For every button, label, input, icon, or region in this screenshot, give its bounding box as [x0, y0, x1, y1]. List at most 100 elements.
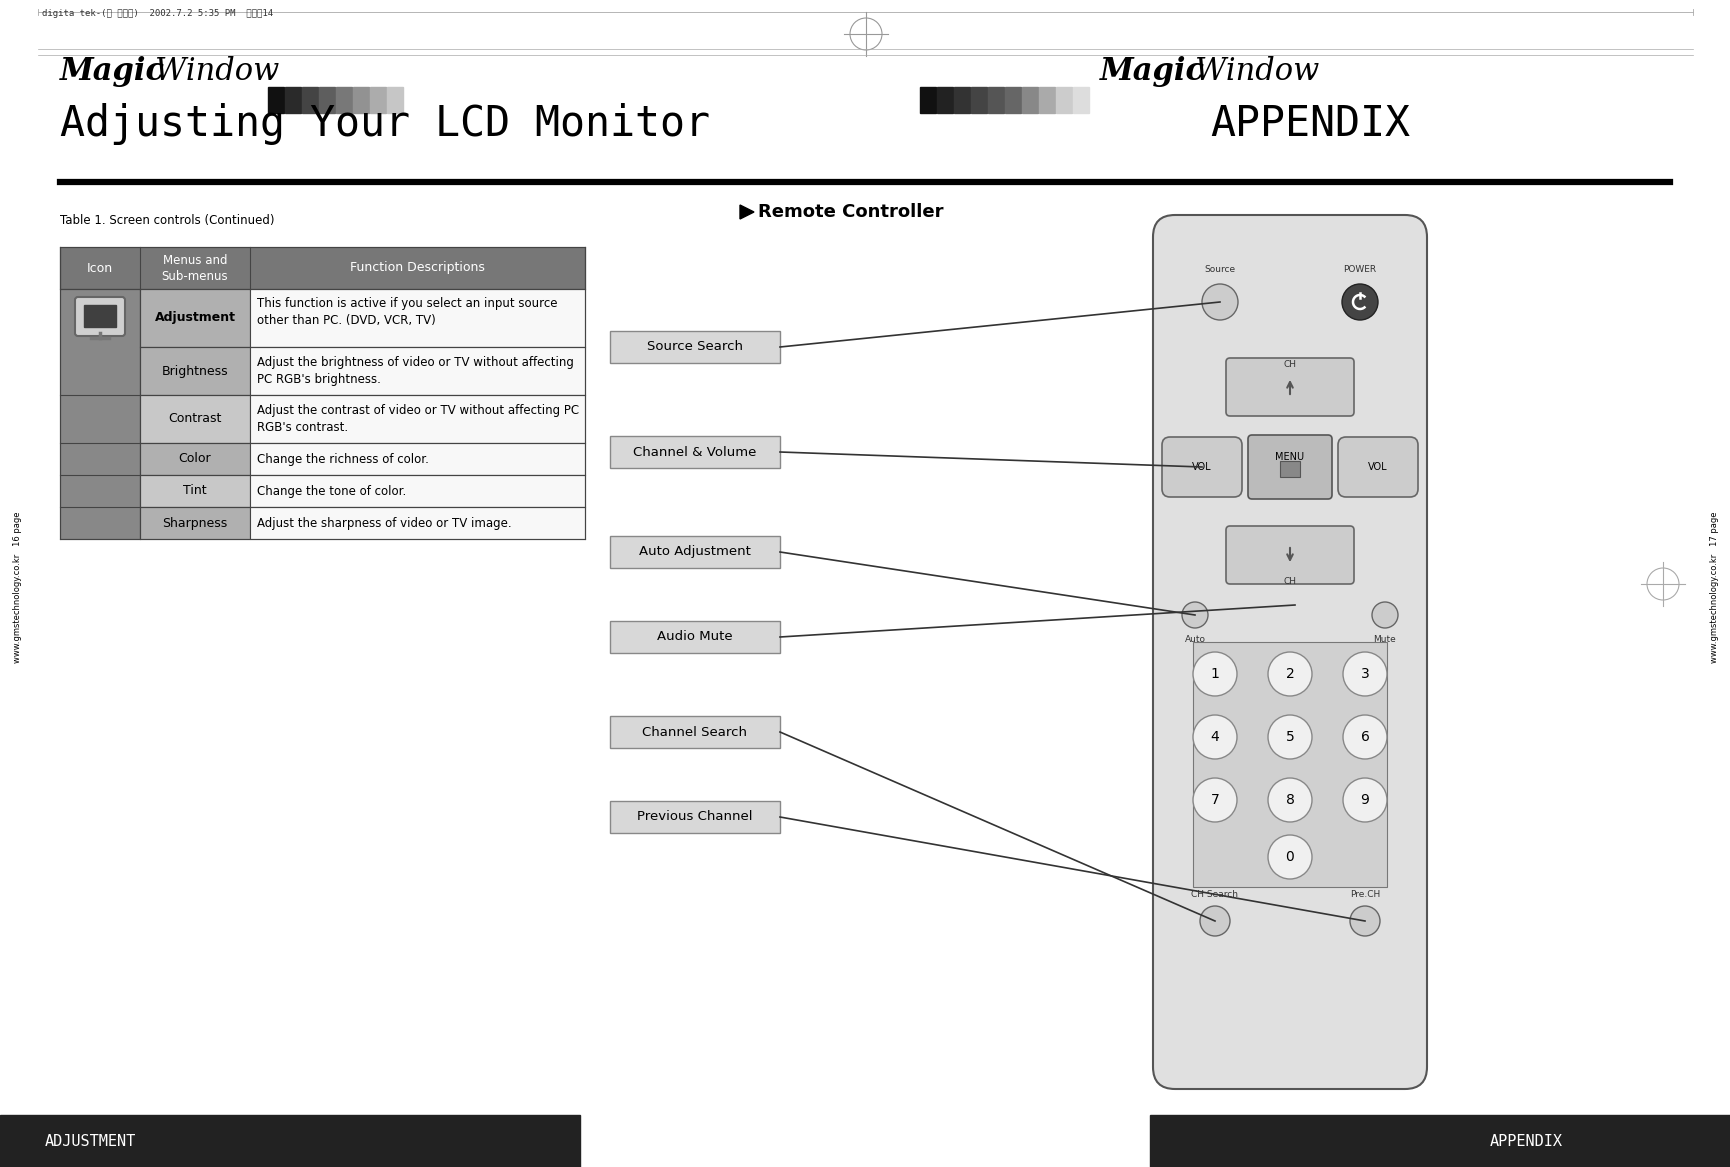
Text: 7: 7 [1209, 794, 1218, 808]
Text: CH: CH [1282, 576, 1296, 586]
Text: Adjust the brightness of video or TV without affecting
PC RGB's brightness.: Adjust the brightness of video or TV wit… [256, 356, 574, 386]
Circle shape [1192, 778, 1237, 822]
Bar [1038, 88, 1054, 113]
Text: Magic: Magic [1099, 56, 1204, 88]
Circle shape [1268, 652, 1311, 696]
Bar [936, 88, 953, 113]
Text: Adjust the contrast of video or TV without affecting PC
RGB's contrast.: Adjust the contrast of video or TV witho… [256, 404, 580, 434]
Bar [318, 88, 336, 113]
Text: Contrast: Contrast [168, 412, 221, 426]
Text: Icon: Icon [86, 261, 112, 274]
Polygon shape [739, 205, 754, 219]
Bar [609, 436, 780, 468]
Bar [988, 88, 1003, 113]
Bar [370, 88, 386, 113]
Circle shape [1342, 652, 1386, 696]
Text: Sharpness: Sharpness [163, 517, 227, 530]
FancyBboxPatch shape [1161, 436, 1242, 497]
Bar [249, 394, 585, 443]
Text: Auto: Auto [1183, 635, 1204, 644]
Text: 5: 5 [1285, 731, 1294, 745]
Text: Window: Window [1194, 56, 1318, 88]
Circle shape [1349, 906, 1379, 936]
Text: Adjusting Your LCD Monitor: Adjusting Your LCD Monitor [61, 103, 709, 145]
Bar [140, 289, 249, 347]
Text: Magic: Magic [61, 56, 164, 88]
Text: Change the tone of color.: Change the tone of color. [256, 484, 407, 497]
Bar [609, 331, 780, 363]
Text: 8: 8 [1285, 794, 1294, 808]
Text: Previous Channel: Previous Channel [637, 811, 753, 824]
Bar [609, 536, 780, 568]
Bar [1278, 461, 1299, 477]
Bar [61, 289, 140, 539]
Circle shape [1342, 778, 1386, 822]
Bar [971, 88, 986, 113]
Text: 0: 0 [1285, 850, 1294, 864]
Text: Remote Controller: Remote Controller [758, 203, 943, 221]
Circle shape [1268, 715, 1311, 759]
Text: 2: 2 [1285, 668, 1294, 682]
Bar [249, 347, 585, 394]
Circle shape [1341, 284, 1377, 320]
Circle shape [1372, 602, 1398, 628]
Text: digita tek-(영 문내지)  2002.7.2 5:35 PM  페이지14: digita tek-(영 문내지) 2002.7.2 5:35 PM 페이지1… [42, 9, 273, 18]
FancyBboxPatch shape [1225, 358, 1353, 415]
Circle shape [1268, 778, 1311, 822]
Text: Brightness: Brightness [161, 364, 228, 377]
Text: VOL: VOL [1367, 462, 1387, 471]
Text: MENU: MENU [1275, 452, 1304, 462]
Text: Mute: Mute [1374, 635, 1396, 644]
Text: 3: 3 [1360, 668, 1368, 682]
Bar [268, 88, 284, 113]
FancyBboxPatch shape [74, 296, 125, 336]
Bar [140, 347, 249, 394]
Bar [140, 443, 249, 475]
Bar [249, 475, 585, 506]
Bar [140, 475, 249, 506]
Circle shape [1201, 284, 1237, 320]
Text: Channel & Volume: Channel & Volume [633, 446, 756, 459]
Bar [919, 88, 936, 113]
Bar [953, 88, 969, 113]
Bar [353, 88, 368, 113]
Bar [1005, 88, 1021, 113]
Text: VOL: VOL [1192, 462, 1211, 471]
FancyBboxPatch shape [1337, 436, 1417, 497]
Text: APPENDIX: APPENDIX [1209, 103, 1410, 145]
Text: ADJUSTMENT: ADJUSTMENT [45, 1133, 137, 1148]
Text: Source: Source [1204, 265, 1235, 274]
Text: Color: Color [178, 453, 211, 466]
Text: Audio Mute: Audio Mute [657, 630, 732, 643]
Text: Menus and
Sub-menus: Menus and Sub-menus [161, 253, 228, 282]
Circle shape [1192, 715, 1237, 759]
Text: Channel Search: Channel Search [642, 726, 747, 739]
Bar [1149, 1114, 1730, 1167]
Text: Auto Adjustment: Auto Adjustment [638, 545, 751, 559]
Bar [388, 88, 403, 113]
Bar [336, 88, 351, 113]
Text: 9: 9 [1360, 794, 1368, 808]
FancyBboxPatch shape [1247, 435, 1330, 499]
Bar [0, 1114, 580, 1167]
Bar [85, 305, 116, 327]
Bar [61, 247, 585, 289]
Bar [249, 506, 585, 539]
Bar [301, 88, 318, 113]
Circle shape [1268, 836, 1311, 879]
Bar [140, 394, 249, 443]
Text: 4: 4 [1209, 731, 1218, 745]
Text: Source Search: Source Search [647, 341, 742, 354]
Bar [249, 443, 585, 475]
Circle shape [1342, 715, 1386, 759]
Text: APPENDIX: APPENDIX [1490, 1133, 1562, 1148]
Bar [1192, 642, 1386, 887]
Bar [1073, 88, 1088, 113]
Bar [609, 621, 780, 654]
FancyBboxPatch shape [1152, 215, 1426, 1089]
Text: Table 1. Screen controls (Continued): Table 1. Screen controls (Continued) [61, 214, 275, 228]
Text: 6: 6 [1360, 731, 1368, 745]
Text: Window: Window [156, 56, 279, 88]
Circle shape [1192, 652, 1237, 696]
Circle shape [1182, 602, 1208, 628]
